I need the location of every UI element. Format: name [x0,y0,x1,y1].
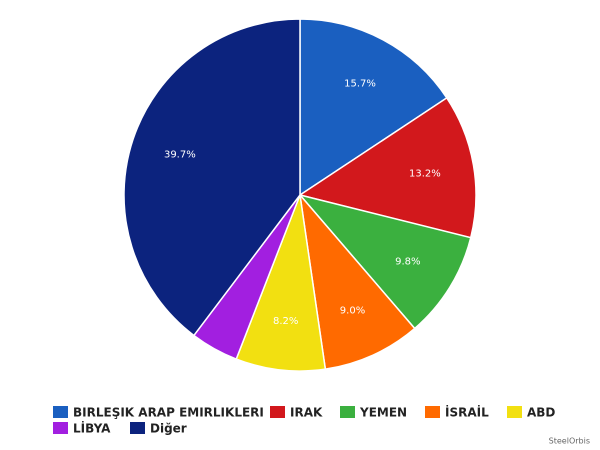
legend-swatch [53,422,68,434]
slice-label: 15.7% [344,78,376,89]
legend-swatch [53,406,68,418]
pie-slice [299,18,448,197]
slice-label: 8.2% [273,316,298,327]
legend-swatch [340,406,355,418]
slice-label: 9.8% [395,257,420,268]
legend-label: BIRLEŞIK ARAP EMIRLIKLERI [73,406,264,420]
legend-label: Diğer [150,422,187,436]
slice-label: 13.2% [409,169,441,180]
legend-swatch [270,406,285,418]
legend-swatch [130,422,145,434]
legend-label: LİBYA [73,421,111,436]
pie-slice [298,96,477,239]
pie-slice [298,192,416,371]
slice-label: 39.7% [164,150,196,161]
pie-slice [235,192,327,372]
legend-label: İSRAİL [445,405,489,420]
legend-label: YEMEN [359,406,407,420]
pie-slice [123,18,301,337]
legend-label: IRAK [290,406,323,420]
legend-swatch [507,406,522,418]
legend-swatch [425,406,440,418]
watermark: SteelOrbis [549,437,590,446]
pie-slice [297,193,472,330]
legend-label: ABD [527,406,555,420]
slice-label: 9.0% [340,305,365,316]
